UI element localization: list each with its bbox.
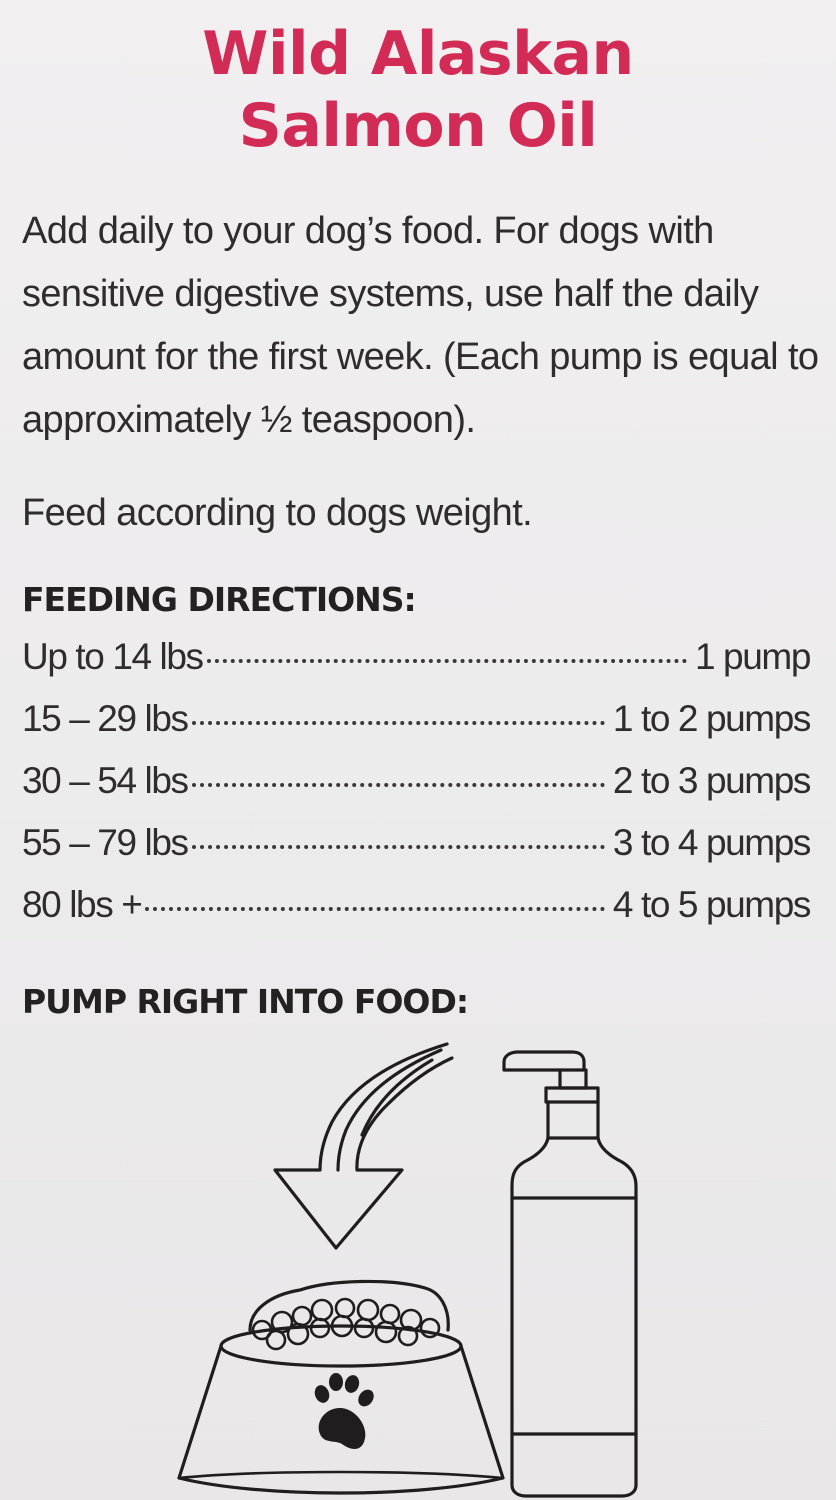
dot-leader	[191, 721, 605, 725]
feeding-weight: 55 – 79 lbs	[22, 822, 189, 863]
feeding-amount: 4 to 5 pumps	[612, 884, 812, 925]
dot-leader	[206, 659, 687, 663]
product-title-line-1: Wild Alaskan	[202, 19, 634, 89]
product-title-line-2: Salmon Oil	[238, 91, 598, 161]
feeding-row: 15 – 29 lbs 1 to 2 pumps	[22, 698, 812, 760]
curved-arrow-icon	[273, 1042, 454, 1250]
pump-illustration	[177, 1042, 638, 1498]
feeding-amount: 2 to 3 pumps	[612, 760, 812, 801]
feeding-amount: 3 to 4 pumps	[612, 822, 812, 863]
feeding-weight: 15 – 29 lbs	[22, 698, 189, 739]
weight-note: Feed according to dogs weight.	[22, 492, 533, 534]
food-bowl-icon	[177, 1279, 505, 1495]
feeding-amount: 1 pump	[694, 636, 811, 677]
feeding-row: Up to 14 lbs 1 pump	[22, 636, 811, 698]
pump-heading: PUMP RIGHT INTO FOOD:	[22, 982, 469, 1021]
pump-bottle-icon	[502, 1050, 638, 1498]
dot-leader	[145, 907, 605, 911]
intro-paragraph: Add daily to your dog’s food. For dogs w…	[22, 200, 822, 452]
product-title: Wild Alaskan Salmon Oil	[0, 18, 836, 162]
intro-line-1: Add daily to your dog’s food. For dogs w…	[22, 210, 714, 252]
paw-print-icon	[314, 1373, 374, 1449]
feeding-row: 80 lbs + 4 to 5 pumps	[22, 884, 812, 946]
intro-line-3: amount for the first week. (Each pump is…	[22, 336, 819, 378]
feeding-directions-heading: FEEDING DIRECTIONS:	[22, 580, 417, 619]
intro-line-4: approximately ½ teaspoon).	[22, 399, 476, 441]
feeding-weight: Up to 14 lbs	[22, 636, 204, 677]
feeding-amount: 1 to 2 pumps	[612, 698, 812, 739]
feeding-table: Up to 14 lbs 1 pump 15 – 29 lbs 1 to 2 p…	[22, 636, 812, 946]
feeding-weight: 80 lbs +	[22, 884, 143, 925]
dot-leader	[191, 845, 605, 849]
dot-leader	[191, 783, 605, 787]
feeding-row: 30 – 54 lbs 2 to 3 pumps	[22, 760, 812, 822]
feeding-weight: 30 – 54 lbs	[22, 760, 189, 801]
feeding-row: 55 – 79 lbs 3 to 4 pumps	[22, 822, 812, 884]
intro-line-2: sensitive digestive systems, use half th…	[22, 273, 759, 315]
